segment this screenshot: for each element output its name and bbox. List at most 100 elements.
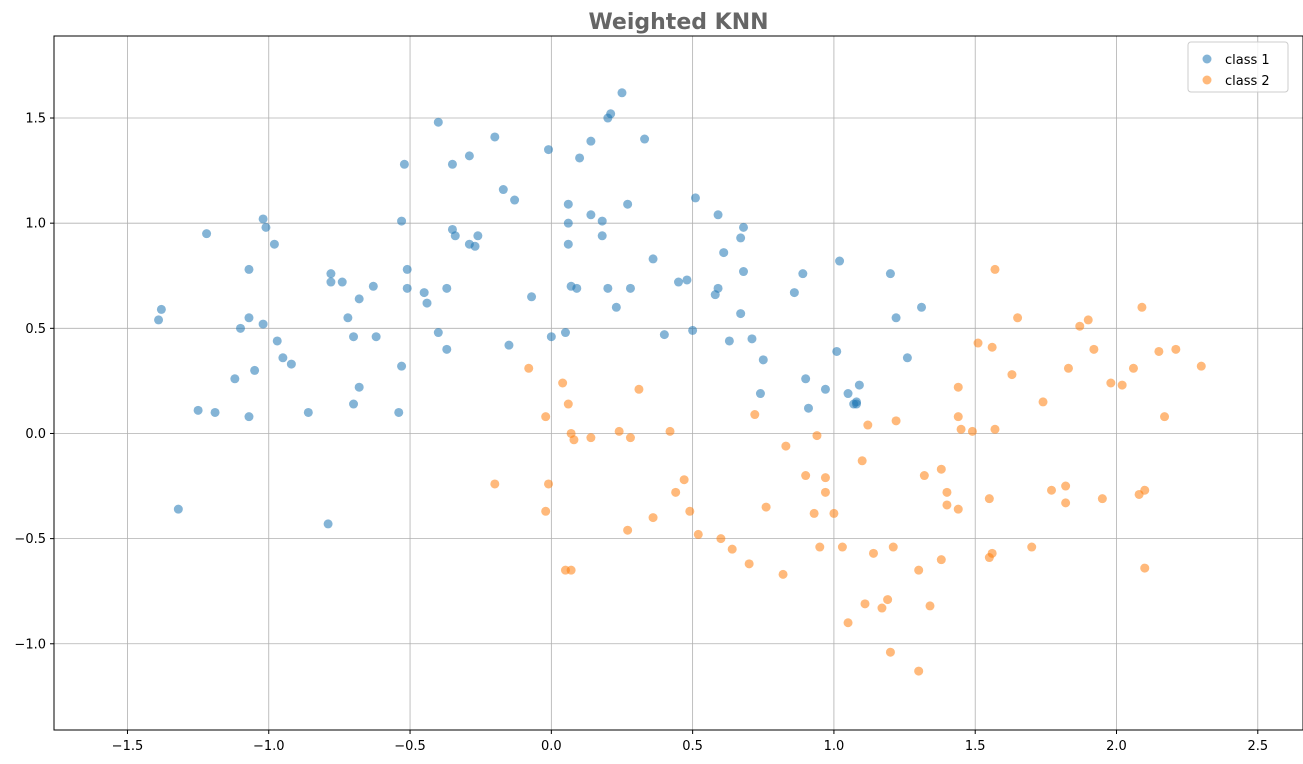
data-point-class-2 [953, 382, 963, 392]
data-point-class-2 [801, 471, 811, 481]
data-point-class-1 [258, 214, 268, 224]
data-points [154, 88, 1206, 676]
data-point-class-2 [1063, 363, 1073, 373]
data-point-class-1 [563, 218, 573, 228]
data-point-class-2 [885, 647, 895, 657]
data-point-class-1 [349, 332, 359, 342]
data-point-class-1 [885, 269, 895, 279]
data-point-class-1 [173, 504, 183, 514]
data-point-class-1 [747, 334, 757, 344]
data-point-class-1 [156, 304, 166, 314]
data-point-class-1 [798, 269, 808, 279]
data-point-class-1 [354, 294, 364, 304]
data-point-class-2 [868, 548, 878, 558]
data-point-class-1 [261, 222, 271, 232]
data-point-class-2 [973, 338, 983, 348]
data-point-class-2 [1061, 498, 1071, 508]
data-point-class-1 [368, 281, 378, 291]
x-tick-label: −1.5 [112, 739, 144, 754]
data-point-class-2 [569, 435, 579, 445]
legend-label-class-2: class 2 [1225, 74, 1270, 89]
data-point-class-1 [490, 132, 500, 142]
data-point-class-1 [674, 277, 683, 287]
data-point-class-1 [640, 134, 650, 144]
data-point-class-1 [546, 332, 556, 342]
data-point-class-1 [397, 361, 407, 371]
data-point-class-1 [648, 254, 658, 264]
data-point-class-1 [303, 407, 313, 417]
x-tick-label: 1.0 [824, 739, 845, 754]
data-point-class-1 [527, 292, 537, 302]
data-point-class-1 [202, 229, 212, 239]
x-tick-label: 0.0 [541, 739, 562, 754]
data-point-class-2 [1117, 380, 1127, 390]
data-point-class-1 [688, 325, 698, 335]
x-tick-label: −1.0 [253, 739, 285, 754]
data-point-class-1 [244, 264, 254, 274]
data-point-class-2 [648, 513, 658, 523]
data-point-class-1 [917, 302, 927, 312]
data-point-class-1 [433, 117, 443, 127]
data-point-class-2 [936, 555, 946, 565]
data-point-class-2 [625, 433, 635, 443]
data-point-class-2 [490, 479, 500, 489]
data-point-class-2 [837, 542, 847, 552]
data-point-class-2 [1027, 542, 1037, 552]
data-point-class-2 [1154, 346, 1164, 356]
data-point-class-1 [803, 403, 813, 413]
data-point-class-1 [736, 309, 746, 319]
data-point-class-2 [942, 487, 952, 497]
data-point-class-2 [1196, 361, 1206, 371]
data-point-class-2 [919, 471, 929, 481]
data-point-class-2 [956, 424, 966, 434]
data-point-class-2 [843, 618, 853, 628]
data-point-class-1 [326, 277, 336, 287]
data-point-class-1 [230, 374, 240, 384]
data-point-class-2 [815, 542, 825, 552]
y-tick-label: −1.0 [14, 637, 46, 652]
data-point-class-2 [953, 412, 963, 422]
data-point-class-1 [572, 283, 582, 293]
data-point-class-2 [1140, 563, 1150, 573]
data-point-class-1 [343, 313, 353, 323]
data-point-class-2 [1061, 481, 1071, 491]
data-point-class-1 [758, 355, 768, 365]
data-point-class-1 [337, 277, 347, 287]
data-point-class-1 [236, 323, 246, 333]
data-point-class-2 [1128, 363, 1138, 373]
data-point-class-1 [447, 159, 457, 169]
x-tick-label: 1.5 [965, 739, 986, 754]
data-point-class-2 [744, 559, 754, 569]
data-point-class-1 [244, 313, 254, 323]
legend-box [1187, 41, 1289, 93]
data-point-class-1 [713, 283, 723, 293]
data-point-class-1 [713, 210, 723, 220]
data-point-class-1 [419, 288, 429, 298]
data-point-class-2 [987, 548, 997, 558]
data-point-class-1 [597, 216, 607, 226]
data-point-class-2 [671, 487, 681, 497]
legend-marker-class-1 [1202, 54, 1212, 64]
chart-title: Weighted KNN [588, 10, 768, 35]
data-point-class-1 [719, 248, 729, 258]
data-point-class-1 [891, 313, 901, 323]
data-point-class-2 [541, 506, 551, 516]
data-point-class-1 [603, 283, 613, 293]
data-point-class-1 [789, 288, 799, 298]
data-point-class-2 [623, 525, 633, 535]
data-point-class-2 [1097, 494, 1107, 504]
data-point-class-1 [852, 397, 862, 407]
y-tick-label: 0.5 [25, 322, 46, 337]
x-tick-label: 2.5 [1247, 739, 1268, 754]
data-point-class-1 [597, 231, 607, 241]
y-tick-label: 1.5 [25, 112, 46, 127]
data-point-class-2 [693, 529, 703, 539]
data-point-class-1 [586, 210, 596, 220]
data-point-class-2 [820, 473, 830, 483]
data-point-class-1 [323, 519, 333, 529]
data-point-class-1 [623, 199, 633, 209]
data-point-class-2 [812, 431, 822, 441]
data-point-class-2 [888, 542, 898, 552]
